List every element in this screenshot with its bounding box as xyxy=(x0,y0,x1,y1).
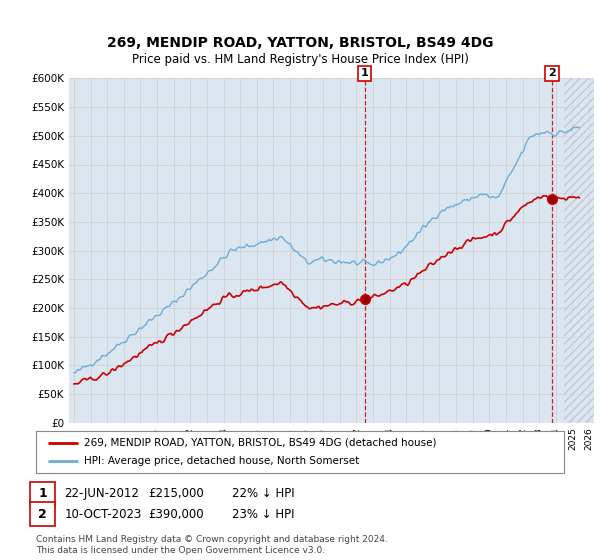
Text: 2: 2 xyxy=(548,68,556,78)
Text: 22-JUN-2012: 22-JUN-2012 xyxy=(64,487,139,501)
Text: HPI: Average price, detached house, North Somerset: HPI: Average price, detached house, Nort… xyxy=(84,456,359,466)
Bar xyxy=(564,78,594,423)
Text: 269, MENDIP ROAD, YATTON, BRISTOL, BS49 4DG (detached house): 269, MENDIP ROAD, YATTON, BRISTOL, BS49 … xyxy=(84,438,437,448)
Text: £215,000: £215,000 xyxy=(148,487,204,501)
Text: Price paid vs. HM Land Registry's House Price Index (HPI): Price paid vs. HM Land Registry's House … xyxy=(131,53,469,66)
Bar xyxy=(564,78,594,423)
Text: £390,000: £390,000 xyxy=(148,507,204,521)
Text: 1: 1 xyxy=(38,487,47,501)
Text: 10-OCT-2023: 10-OCT-2023 xyxy=(64,507,142,521)
Text: 22% ↓ HPI: 22% ↓ HPI xyxy=(232,487,295,501)
Text: 269, MENDIP ROAD, YATTON, BRISTOL, BS49 4DG: 269, MENDIP ROAD, YATTON, BRISTOL, BS49 … xyxy=(107,36,493,50)
Text: Contains HM Land Registry data © Crown copyright and database right 2024.
This d: Contains HM Land Registry data © Crown c… xyxy=(36,535,388,555)
Text: 2: 2 xyxy=(38,507,47,521)
Text: 1: 1 xyxy=(361,68,368,78)
Text: 23% ↓ HPI: 23% ↓ HPI xyxy=(232,507,295,521)
